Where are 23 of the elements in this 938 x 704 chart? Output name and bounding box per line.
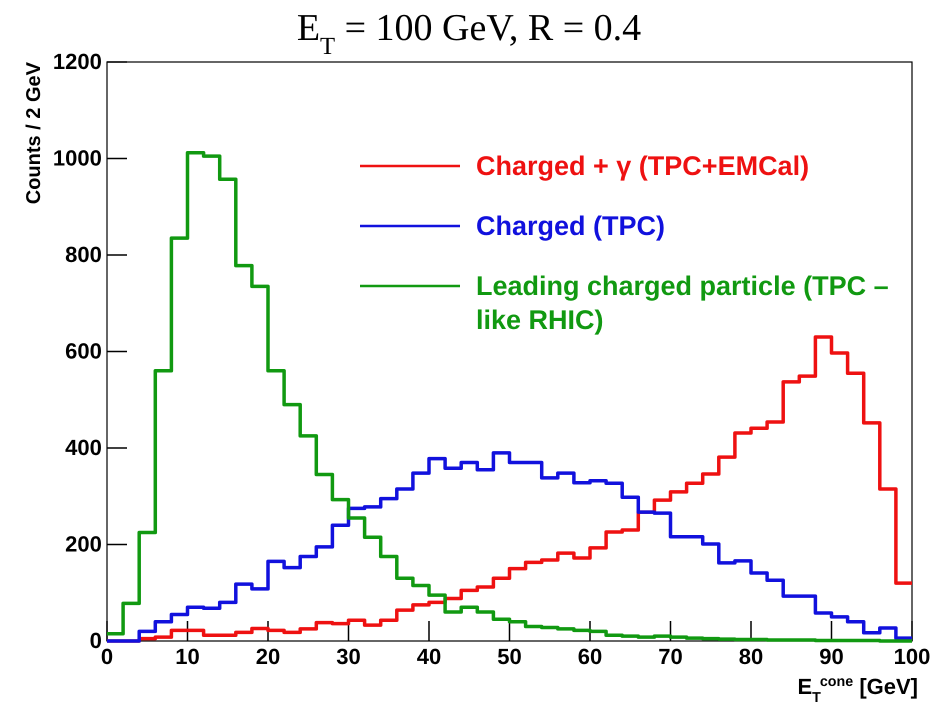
x-tick-label: 60 xyxy=(578,644,602,669)
legend-label: Charged (TPC) xyxy=(476,211,665,241)
y-axis-title: Counts / 2 GeV xyxy=(23,61,45,204)
x-tick-label: 80 xyxy=(738,644,764,669)
y-tick-label: 0 xyxy=(90,628,102,654)
y-tick-label: 800 xyxy=(65,242,102,268)
x-tick-label: 40 xyxy=(416,644,442,669)
y-tick-label: 400 xyxy=(65,435,102,460)
y-tick-label: 1000 xyxy=(52,146,102,171)
x-axis-title: E$_{T}$$^{cone}$ [GeV] xyxy=(797,674,918,704)
x-tick-label: 90 xyxy=(819,644,844,669)
y-tick-label: 600 xyxy=(65,338,102,364)
y-tick-label: 200 xyxy=(65,532,102,557)
legend-label: Leading charged particle (TPC – like RHIC) xyxy=(476,271,889,335)
x-tick-label: 70 xyxy=(658,644,683,669)
x-tick-label: 20 xyxy=(256,644,280,669)
x-tick-label: 30 xyxy=(336,644,361,669)
x-tick-label: 100 xyxy=(894,644,930,669)
y-tick-label: 1200 xyxy=(52,49,102,74)
x-tick-label: 10 xyxy=(175,644,200,669)
legend-label: Charged + γ (TPC+EMCal) xyxy=(476,151,810,181)
chart-title: E$_{T}$ = 100 GeV, R = 0.4 xyxy=(296,7,642,60)
x-tick-label: 50 xyxy=(497,644,522,669)
